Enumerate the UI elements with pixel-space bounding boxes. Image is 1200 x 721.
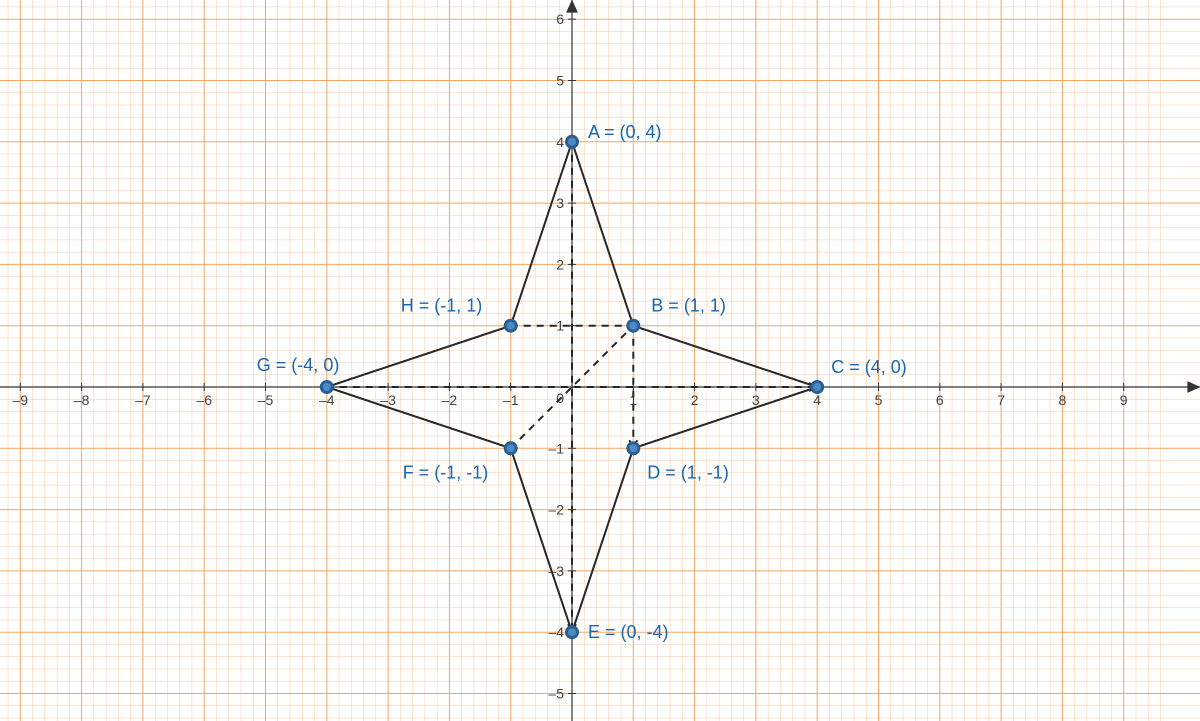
point-label-H: H = (-1, 1) [401,296,483,316]
x-tick-label: 8 [1059,392,1067,408]
y-tick-label: –4 [548,624,564,640]
x-tick-label: –8 [74,392,90,408]
x-tick-label: –1 [503,392,519,408]
x-tick-label: –6 [196,392,212,408]
point-label-B: B = (1, 1) [651,296,726,316]
x-tick-label: –4 [319,392,335,408]
x-tick-label: –9 [13,392,29,408]
x-tick-label: 7 [997,392,1005,408]
y-tick-label: 6 [556,11,564,27]
y-tick-label: 3 [556,195,564,211]
plot-background [0,0,1200,721]
point-label-D: D = (1, -1) [647,462,729,482]
y-tick-label: –5 [548,686,564,702]
y-tick-label: –1 [548,440,564,456]
x-tick-label: –7 [135,392,151,408]
point-label-A: A = (0, 4) [588,122,662,142]
point-label-C: C = (4, 0) [831,357,907,377]
x-tick-label: 6 [936,392,944,408]
x-tick-label: 9 [1120,392,1128,408]
y-tick-label: 5 [556,73,564,89]
x-tick-label: –5 [258,392,274,408]
x-tick-label: 2 [691,392,699,408]
y-tick-label: 4 [556,134,564,150]
point-label-F: F = (-1, -1) [403,462,489,482]
point-label-G: G = (-4, 0) [257,355,340,375]
y-tick-label: 2 [556,256,564,272]
x-tick-label: –2 [442,392,458,408]
y-tick-label: –2 [548,502,564,518]
x-tick-label: 4 [813,392,821,408]
point-label-E: E = (0, -4) [588,622,669,642]
x-tick-label: 5 [875,392,883,408]
coordinate-plot: –9–8–7–6–5–4–3–2–1123456789–5–4–3–2–1123… [0,0,1200,721]
